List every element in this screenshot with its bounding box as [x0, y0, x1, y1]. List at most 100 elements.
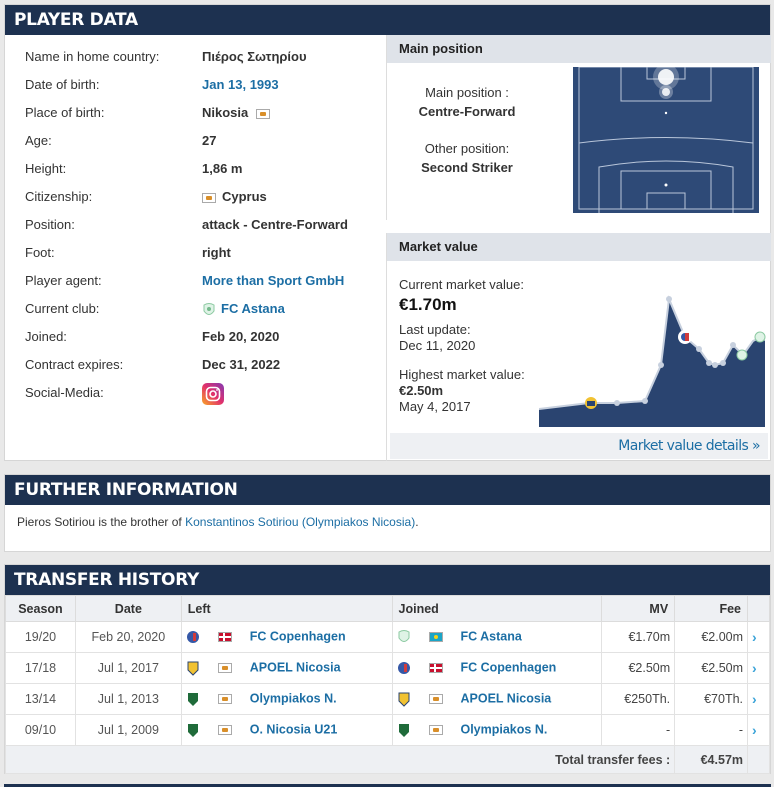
other-position-label: Other position:	[424, 141, 510, 156]
value: Πιέρος Σωτηρίου	[202, 49, 307, 64]
left-cell: O. Nicosia U21	[180, 714, 393, 746]
olympiakos-crest-icon	[187, 693, 198, 706]
label: Joined:	[25, 329, 67, 344]
market-value-details-link[interactable]: Market value details »	[390, 433, 768, 459]
country-text: Cyprus	[222, 189, 267, 204]
other-position-info: Other position: Second Striker	[387, 141, 547, 175]
joined-club-link[interactable]: FC Astana	[460, 629, 522, 644]
left-club-link[interactable]: APOEL Nicosia	[249, 660, 341, 675]
joined-club-link[interactable]: Olympiakos N.	[460, 722, 548, 737]
joined-cell: Olympiakos N.	[391, 714, 603, 746]
left-club-link[interactable]: O. Nicosia U21	[249, 722, 338, 737]
info-text-before: Pieros Sotiriou is the brother of	[17, 515, 186, 529]
further-information-box: FURTHER INFORMATION Pieros Sotiriou is t…	[4, 474, 771, 552]
mv-cell: €2.50m	[601, 652, 676, 684]
main-position-label: Main position :	[425, 85, 509, 100]
cyprus-flag-icon	[218, 694, 233, 704]
mv-cell: €1.70m	[601, 621, 676, 653]
instagram-icon[interactable]	[202, 383, 224, 405]
mv-cell: €250Th.	[601, 683, 676, 715]
market-value-title: Market value	[387, 233, 771, 261]
label: Position:	[25, 217, 75, 232]
label: Name in home country:	[25, 49, 160, 64]
copenhagen-crest-icon	[186, 631, 199, 643]
left-cell: FC Copenhagen	[180, 621, 393, 653]
brother-link[interactable]: Konstantinos Sotiriou (Olympiakos Nicosi…	[185, 515, 416, 529]
left-club-link[interactable]: FC Copenhagen	[249, 629, 346, 644]
value: attack - Centre-Forward	[202, 217, 348, 232]
last-update-label: Last update:	[399, 322, 471, 337]
season-cell: 19/20	[5, 621, 76, 653]
season-cell: 13/14	[5, 683, 76, 715]
value: Dec 31, 2022	[202, 357, 281, 372]
next-section-header	[4, 784, 771, 787]
date-cell: Feb 20, 2020	[74, 621, 182, 653]
chevron-right-icon[interactable]: ›	[747, 683, 770, 715]
joined-club-link[interactable]: APOEL Nicosia	[460, 691, 552, 706]
info-text-after: .	[415, 515, 419, 529]
label: Age:	[25, 133, 52, 148]
apoel-crest-icon	[187, 661, 199, 676]
player-agent-link[interactable]: More than Sport GmbH	[202, 273, 345, 288]
other-position-value: Second Striker	[421, 160, 513, 175]
cyprus-flag-icon	[429, 694, 443, 704]
second-striker-marker	[659, 85, 673, 99]
fee-cell: -	[674, 714, 749, 746]
cyprus-flag-icon	[255, 108, 270, 119]
citizenship-value: Cyprus	[202, 187, 267, 207]
main-position-info: Main position : Centre-Forward	[387, 85, 547, 119]
label: Current club:	[25, 301, 100, 316]
col-left: Left	[180, 595, 393, 622]
player-data-heading: PLAYER DATA	[5, 5, 770, 35]
centre-forward-marker	[653, 67, 679, 90]
date-of-birth-link[interactable]: Jan 13, 1993	[202, 77, 279, 92]
season-cell: 17/18	[5, 652, 76, 684]
value: 1,86 m	[202, 161, 243, 176]
joined-club-link[interactable]: FC Copenhagen	[460, 660, 557, 675]
joined-cell: FC Astana	[391, 621, 603, 653]
place-of-birth-value: Nikosia	[202, 103, 276, 123]
label: Contract expires:	[25, 357, 124, 372]
col-mv: MV	[601, 595, 676, 622]
table-row[interactable]: 17/18 Jul 1, 2017 APOEL Nicosia FC Copen…	[5, 652, 770, 684]
current-mv-value: €1.70m	[399, 295, 457, 314]
chevron-right-icon[interactable]: ›	[747, 621, 770, 653]
place-text: Nikosia	[202, 105, 249, 120]
total-label: Total transfer fees :	[4, 745, 676, 774]
fc-astana-crest-icon	[398, 630, 410, 642]
olympiakos-crest-icon	[187, 724, 198, 737]
copenhagen-crest-icon	[678, 330, 692, 344]
fee-cell: €2.00m	[674, 621, 749, 653]
label: Player agent:	[25, 273, 102, 288]
col-date: Date	[74, 595, 182, 622]
mv-cell: -	[601, 714, 676, 746]
left-cell: Olympiakos N.	[180, 683, 393, 715]
apoel-crest-icon	[585, 397, 597, 409]
label: Date of birth:	[25, 77, 100, 92]
table-row[interactable]: 19/20 Feb 20, 2020 FC Copenhagen FC Asta…	[5, 621, 770, 653]
total-row: Total transfer fees : €4.57m	[4, 745, 770, 774]
table-row[interactable]: 13/14 Jul 1, 2013 Olympiakos N. APOEL Ni…	[5, 683, 770, 715]
chevron-right-icon[interactable]: ›	[747, 714, 770, 746]
olympiakos-crest-icon	[398, 724, 409, 737]
table-row[interactable]: 09/10 Jul 1, 2009 O. Nicosia U21 Olympia…	[5, 714, 770, 746]
denmark-flag-icon	[429, 663, 443, 673]
label: Place of birth:	[25, 105, 105, 120]
date-cell: Jul 1, 2017	[74, 652, 182, 684]
chevron-right-icon[interactable]: ›	[747, 652, 770, 684]
current-club-link[interactable]: FC Astana	[202, 299, 285, 319]
transfer-history-box: TRANSFER HISTORY Season Date Left Joined…	[4, 564, 771, 774]
market-value-chart	[539, 295, 766, 427]
astana-crest-icon	[736, 331, 766, 361]
pitch-diagram	[573, 67, 759, 213]
joined-cell: FC Copenhagen	[391, 652, 603, 684]
cyprus-flag-icon	[218, 725, 233, 735]
left-club-link[interactable]: Olympiakos N.	[249, 691, 337, 706]
col-arrow	[747, 595, 770, 622]
value: right	[202, 245, 231, 260]
label: Social-Media:	[25, 385, 104, 400]
current-mv-label: Current market value:	[399, 277, 524, 292]
fee-cell: €2.50m	[674, 652, 749, 684]
main-position-panel: Main position Main position : Centre-For…	[386, 35, 771, 220]
label: Citizenship:	[25, 189, 93, 204]
